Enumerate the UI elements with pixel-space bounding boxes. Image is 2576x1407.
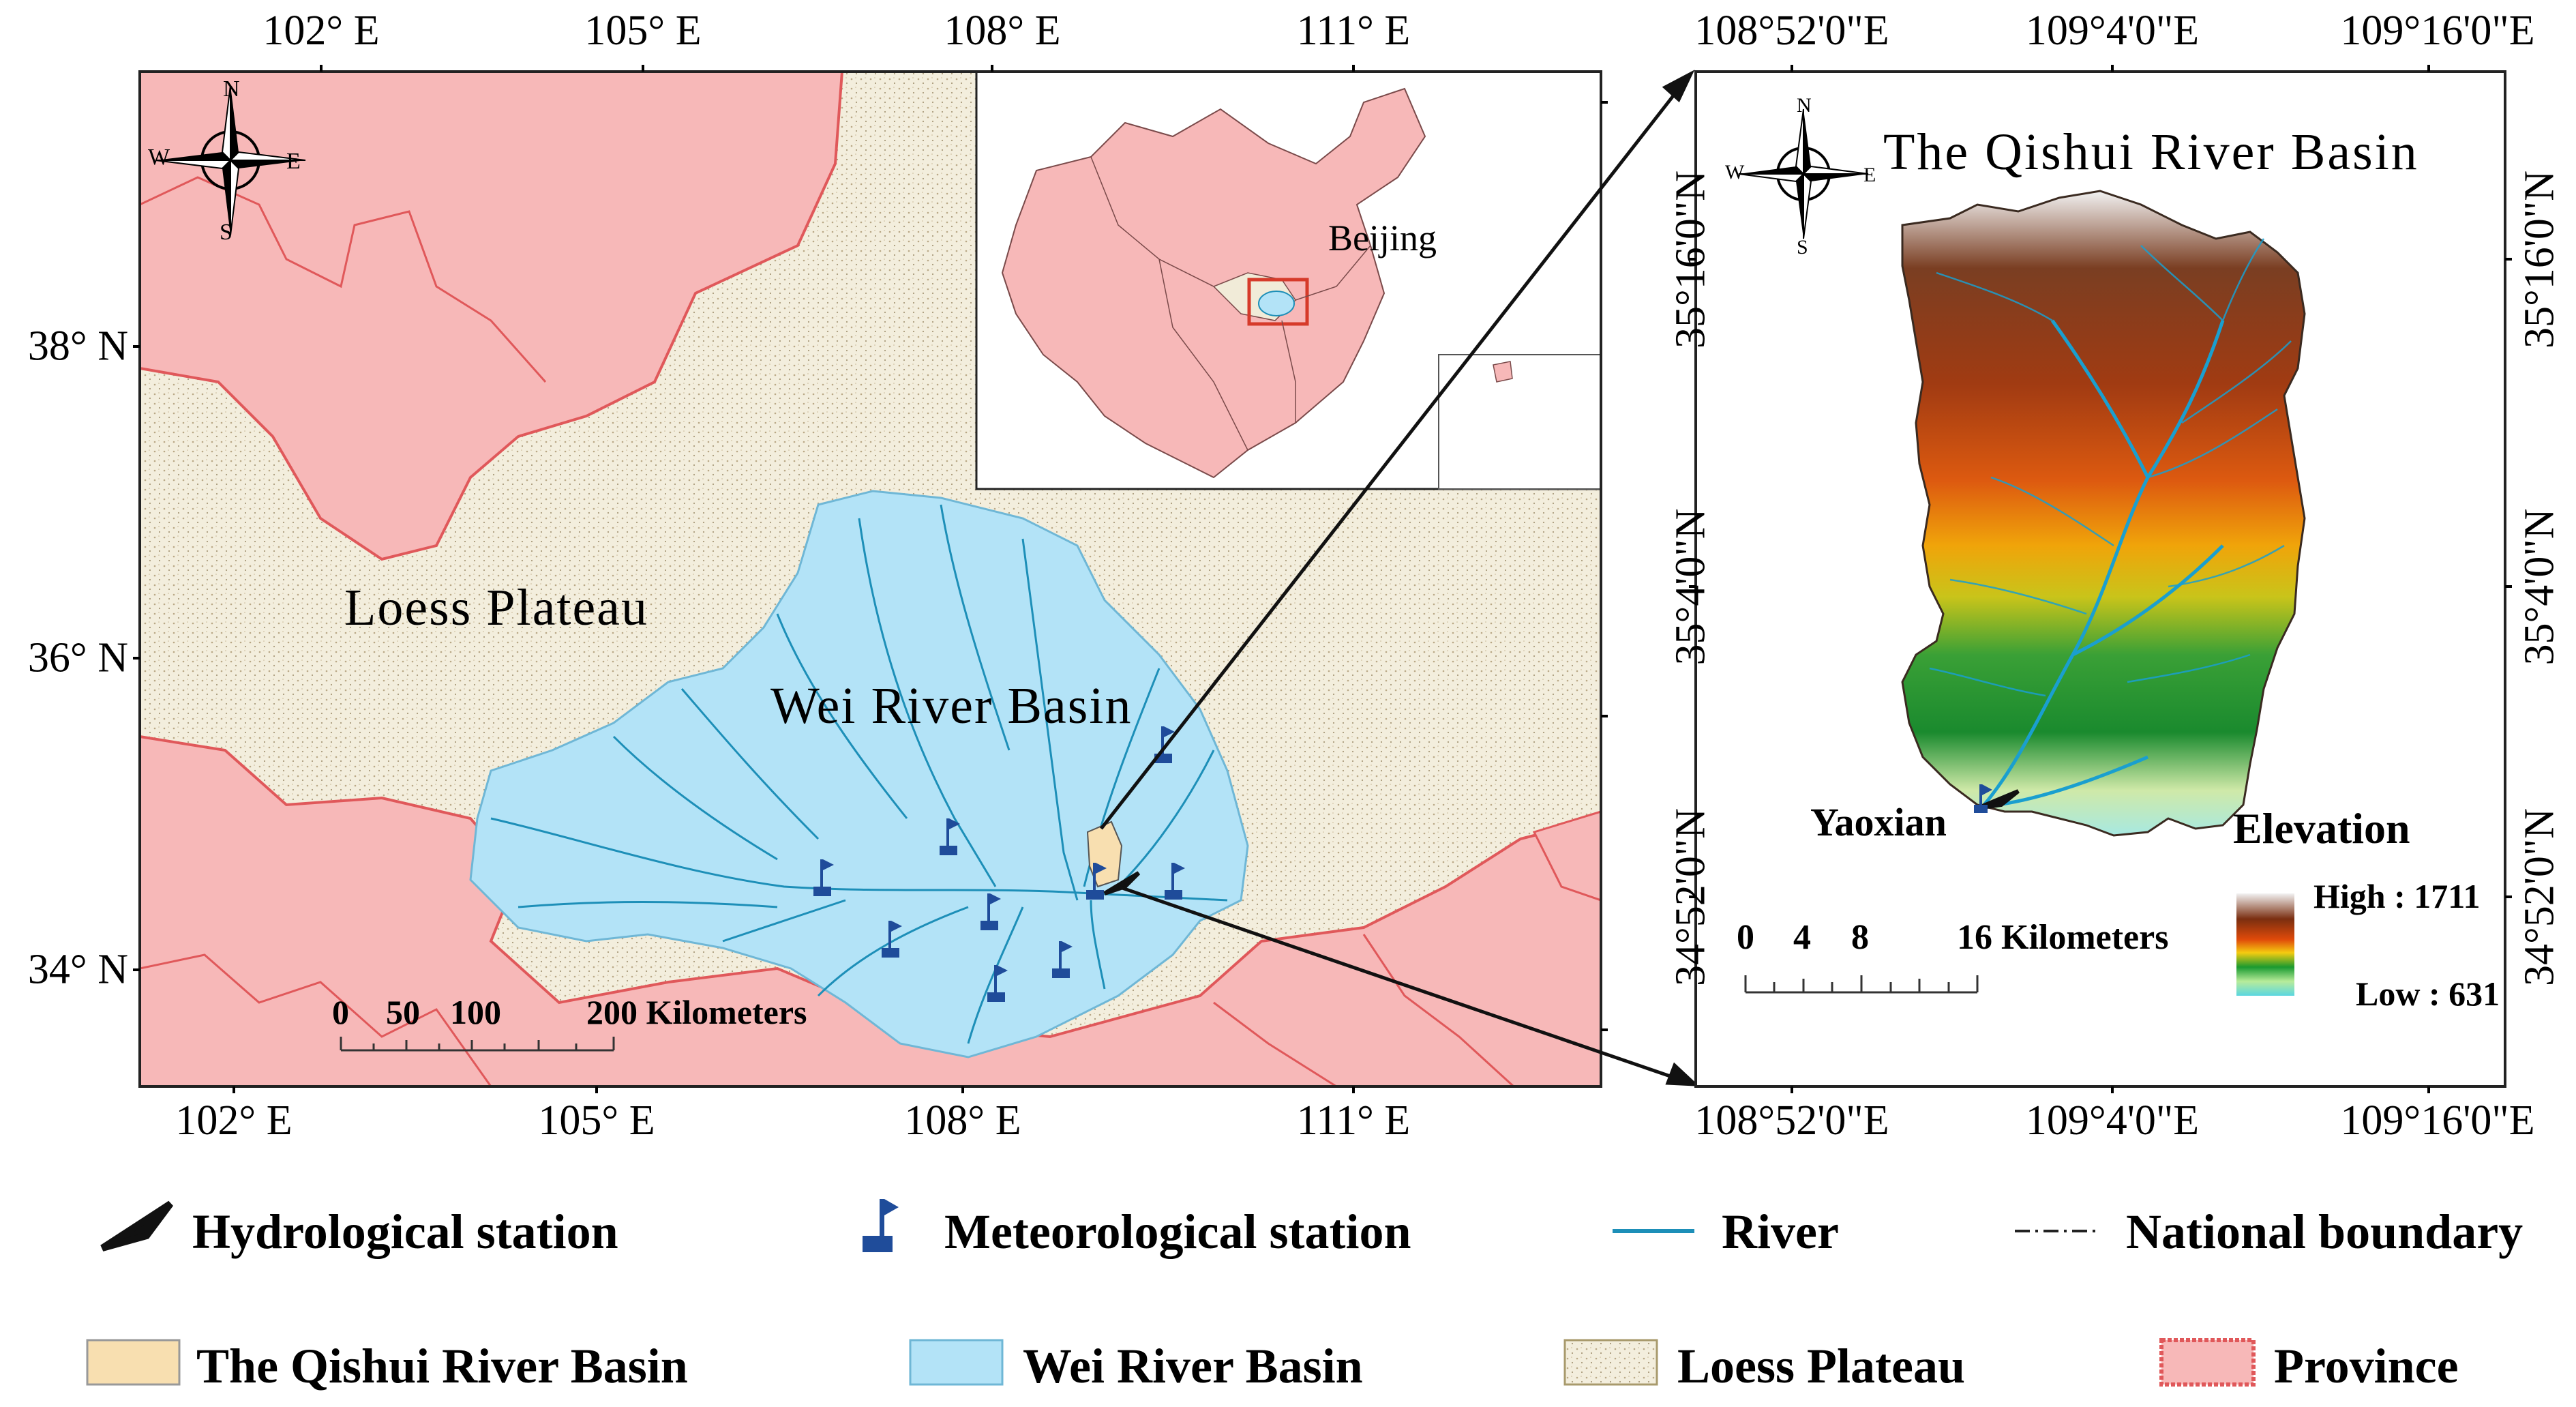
- wei-river-basin-area: [469, 490, 1249, 1058]
- legend-qishui-river-basin: The Qishui River Basin: [196, 1339, 688, 1393]
- inset-south-sea: [1438, 354, 1601, 490]
- right-y-tick-right: 35°4'0"N: [2516, 508, 2563, 666]
- yaoxian-label: Yaoxian: [1810, 800, 1947, 844]
- qishui-river-network: [1983, 319, 2225, 807]
- right-x-tick-top: 109°4'0"E: [2025, 8, 2200, 54]
- right-scale-4: 4: [1793, 918, 1811, 957]
- left-x-tick-top: 102° E: [263, 8, 380, 54]
- right-x-tick-top: 109°16'0"E: [2340, 8, 2535, 54]
- legend-loess-plateau: Loess Plateau: [1677, 1339, 1965, 1393]
- right-scale-8: 8: [1851, 918, 1869, 957]
- left-x-tick-bottom: 111° E: [1296, 1097, 1411, 1144]
- left-x-tick-top: 111° E: [1296, 8, 1411, 54]
- left-map-frame: [138, 70, 1602, 1088]
- legend-province: Province: [2274, 1339, 2459, 1393]
- left-scale-50: 50: [386, 993, 420, 1031]
- qishui-map-title: The Qishui River Basin: [1883, 123, 2419, 181]
- right-compass-n: N: [1797, 94, 1812, 117]
- right-y-tick-left: 35°16'0"N: [1667, 170, 1714, 349]
- inset-highlight-box: [1247, 278, 1309, 326]
- right-map-frame: [1694, 70, 2506, 1088]
- left-y-tick: 34° N: [27, 946, 128, 993]
- right-x-tick-top: 108°52'0"E: [1694, 8, 1889, 54]
- legend-wei-river-basin: Wei River Basin: [1023, 1339, 1363, 1393]
- right-scale-bar: [1744, 975, 1979, 994]
- loess-plateau-swatch: [1563, 1339, 1658, 1386]
- legend-icons: [86, 1199, 2256, 1387]
- left-scale-100: 100: [450, 993, 501, 1031]
- right-x-tick-bottom: 108°52'0"E: [1694, 1097, 1889, 1144]
- left-compass-w: W: [148, 145, 170, 170]
- right-y-tick-left: 34°52'0"N: [1667, 808, 1714, 987]
- left-compass-e: E: [286, 149, 301, 174]
- legend-national-boundary: National boundary: [2126, 1204, 2523, 1259]
- left-scale-bar: [340, 1037, 615, 1052]
- beijing-label: Beijing: [1328, 218, 1437, 258]
- right-compass-e: E: [1863, 164, 1876, 186]
- left-x-tick-bottom: 105° E: [538, 1097, 655, 1144]
- left-x-tick-top: 108° E: [944, 8, 1061, 54]
- hydrological-station-left: [1103, 871, 1141, 895]
- meteorological-station-icon: [863, 1199, 899, 1252]
- right-y-tick-right: 35°16'0"N: [2516, 170, 2563, 349]
- province-region-north: [140, 72, 844, 561]
- hydrological-station-icon: [100, 1200, 174, 1252]
- elevation-low: Low : 631: [2356, 975, 2500, 1013]
- qishui-elevation-map: [1901, 190, 2306, 837]
- right-map-area: [1696, 72, 2505, 1086]
- wei-basin-swatch: [909, 1339, 1004, 1386]
- qishui-basin-swatch: [86, 1339, 181, 1386]
- loess-plateau-label: Loess Plateau: [344, 579, 649, 636]
- right-compass-w: W: [1725, 161, 1745, 183]
- yaoxian-station: [1974, 784, 2020, 813]
- right-x-tick-bottom: 109°4'0"E: [2025, 1097, 2200, 1144]
- legend-hydrological-station: Hydrological station: [192, 1204, 618, 1259]
- right-x-tick-bottom: 109°16'0"E: [2340, 1097, 2535, 1144]
- wei-river-basin-label: Wei River Basin: [770, 677, 1133, 735]
- left-scale-0: 0: [332, 993, 349, 1031]
- left-y-tick: 36° N: [27, 634, 128, 681]
- legend-river: River: [1722, 1204, 1839, 1259]
- left-scale-200: 200 Kilometers: [586, 993, 807, 1031]
- left-compass-s: S: [220, 220, 233, 245]
- elevation-title: Elevation: [2233, 804, 2410, 853]
- connector-arrows: [1100, 70, 1700, 1086]
- elevation-high: High : 1711: [2313, 877, 2481, 915]
- right-y-tick-left: 35°4'0"N: [1667, 508, 1714, 666]
- right-y-tick-right: 34°52'0"N: [2516, 808, 2563, 987]
- left-x-tick-bottom: 102° E: [175, 1097, 293, 1144]
- elevation-color-bar: [2236, 893, 2294, 996]
- right-scale-16: 16 Kilometers: [1957, 918, 2169, 957]
- right-compass-icon: [1738, 108, 1869, 239]
- legend-meteorological-station: Meteorological station: [944, 1204, 1411, 1259]
- right-compass-s: S: [1797, 236, 1808, 258]
- left-x-tick-top: 105° E: [584, 8, 702, 54]
- left-map-area: [140, 72, 1601, 1086]
- left-compass-icon: [155, 85, 306, 236]
- wei-river-network: [490, 504, 1228, 1044]
- province-swatch: [2159, 1338, 2256, 1387]
- left-x-tick-bottom: 108° E: [904, 1097, 1021, 1144]
- left-compass-n: N: [223, 76, 240, 102]
- right-scale-0: 0: [1737, 918, 1754, 957]
- left-y-tick: 38° N: [27, 323, 128, 370]
